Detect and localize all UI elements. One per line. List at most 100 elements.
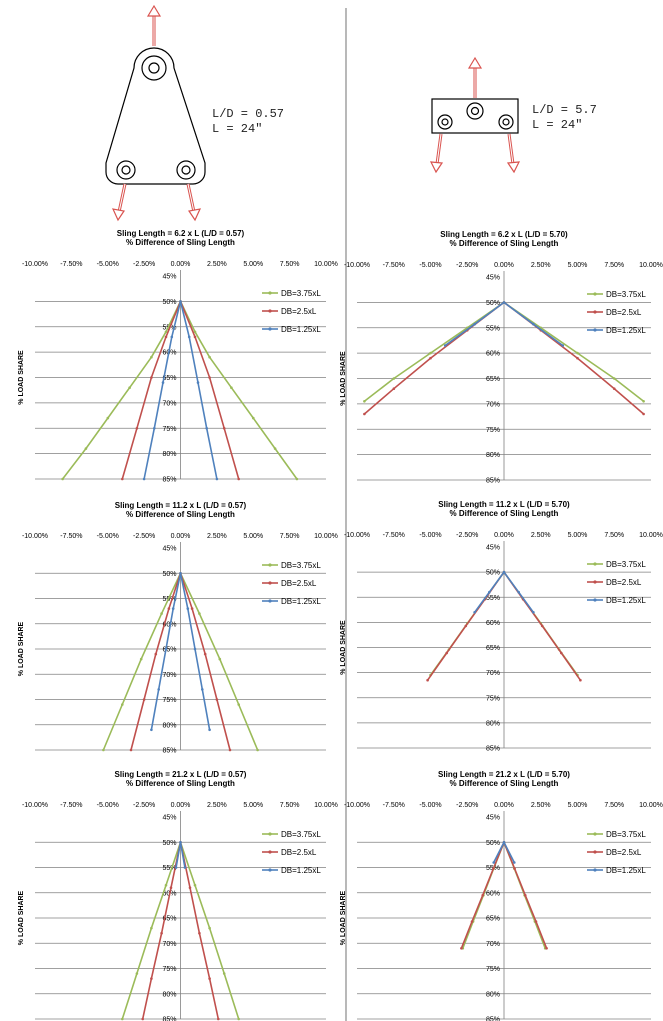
data-point [443, 344, 447, 347]
chart-panel-1: Sling Length = 6.2 x L (L/D = 0.57)% Dif… [18, 229, 338, 484]
legend-item: DB=3.75xL [587, 830, 646, 839]
data-point [157, 688, 160, 691]
x-tick-label: 7.50% [604, 802, 624, 809]
legend-marker [268, 850, 272, 854]
data-point [141, 1017, 144, 1021]
data-point [560, 651, 563, 655]
legend-item: DB=1.25xL [587, 596, 646, 605]
data-point [492, 861, 496, 864]
legend-item: DB=2.5xL [587, 578, 642, 587]
data-point [532, 322, 535, 326]
bottom-right-hole [176, 160, 196, 180]
length-label: L = 24" [212, 122, 262, 136]
data-point [179, 841, 182, 844]
lift-arrow-up [467, 56, 483, 98]
x-tick-label: -2.50% [456, 532, 478, 539]
legend-item: DB=2.5xL [262, 579, 317, 588]
y-tick-label: 85% [486, 1017, 500, 1021]
data-point [102, 748, 105, 752]
data-point [164, 647, 168, 651]
legend-label: DB=3.75xL [281, 289, 321, 298]
legend-item: DB=3.75xL [262, 561, 321, 570]
legend-marker [593, 832, 597, 836]
data-point [121, 703, 124, 706]
data-point [222, 972, 226, 975]
data-point [135, 427, 139, 430]
plate-outline [105, 47, 206, 185]
x-tick-label: -10.00% [344, 802, 370, 809]
legend-item: DB=1.25xL [262, 597, 321, 606]
y-tick-label: 85% [162, 1017, 176, 1021]
data-point [198, 931, 201, 935]
chart-title: Sling Length = 21.2 x L (L/D = 0.57) [115, 770, 247, 779]
data-point [222, 427, 226, 430]
data-point [228, 748, 232, 752]
y-tick-label: 65% [486, 376, 500, 383]
data-point [532, 611, 535, 614]
x-tick-label: 10.00% [639, 532, 663, 539]
length-label: L = 24" [532, 118, 582, 132]
chart-panel-3: Sling Length = 11.2 x L (L/D = 0.57)% Di… [18, 501, 338, 755]
x-tick-label: 10.00% [314, 261, 338, 268]
data-point [492, 867, 495, 870]
data-point [164, 330, 168, 334]
legend-item: DB=3.75xL [262, 289, 321, 298]
data-point [545, 947, 548, 950]
data-point [613, 377, 616, 380]
x-axis-label: % Difference of Sling Length [126, 238, 235, 247]
data-point [576, 356, 579, 360]
data-point [84, 447, 88, 450]
data-point [517, 590, 520, 594]
data-point [642, 400, 645, 403]
x-tick-label: -5.00% [419, 802, 441, 809]
data-point [561, 344, 565, 347]
x-axis-label: % Difference of Sling Length [450, 239, 559, 248]
legend-item: DB=1.25xL [587, 326, 646, 335]
data-point [481, 894, 485, 897]
data-point [106, 416, 110, 420]
data-point [217, 1017, 220, 1021]
y-axis-label: % LOAD SHARE [18, 890, 25, 945]
chart-title: Sling Length = 6.2 x L (L/D = 5.70) [440, 230, 568, 239]
data-point [460, 947, 463, 950]
chart-panel-4: Sling Length = 11.2 x L (L/D = 5.70)% Di… [340, 500, 663, 753]
series-DB=1.25xL [174, 841, 187, 869]
legend-label: DB=2.5xL [606, 578, 642, 587]
data-point [540, 624, 544, 628]
data-point [179, 300, 182, 303]
y-tick-label: 60% [162, 621, 176, 628]
data-point [193, 647, 197, 651]
legend-label: DB=3.75xL [606, 830, 646, 839]
y-tick-label: 75% [486, 427, 500, 434]
y-tick-label: 50% [162, 299, 176, 306]
data-point [186, 607, 190, 610]
legend-item: DB=1.25xL [262, 866, 321, 875]
data-point [513, 861, 516, 864]
x-tick-label: 5.00% [568, 802, 588, 809]
x-tick-label: 7.50% [604, 262, 624, 269]
data-point [174, 866, 178, 869]
data-point [150, 376, 153, 379]
y-tick-label: 70% [486, 401, 500, 408]
legend-marker [268, 309, 272, 313]
legend-label: DB=2.5xL [281, 307, 317, 316]
y-tick-label: 75% [486, 695, 500, 702]
chart-title: Sling Length = 6.2 x L (L/D = 0.57) [117, 229, 245, 238]
y-tick-label: 65% [486, 916, 500, 923]
x-tick-label: -7.50% [60, 533, 82, 540]
ld-ratio-label: L/D = 0.57 [212, 107, 284, 121]
x-tick-label: 2.50% [207, 261, 227, 268]
data-point [208, 977, 211, 980]
legend-marker [593, 292, 597, 296]
x-tick-label: -5.00% [97, 802, 119, 809]
data-point [161, 381, 165, 384]
x-axis-label: % Difference of Sling Length [450, 779, 559, 788]
data-point [429, 351, 432, 355]
legend-item: DB=3.75xL [587, 560, 646, 569]
legend-label: DB=2.5xL [606, 308, 642, 317]
chart-panel-5: Sling Length = 21.2 x L (L/D = 0.57)% Di… [18, 770, 338, 1021]
data-point [470, 920, 474, 923]
data-point [208, 355, 211, 359]
x-tick-label: 5.00% [243, 533, 263, 540]
